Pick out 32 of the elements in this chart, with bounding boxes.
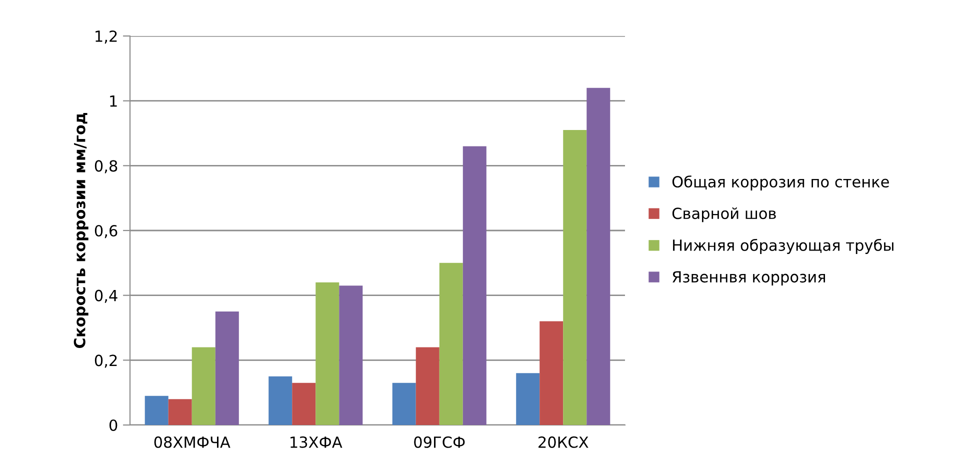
bar [563,130,587,425]
legend-label: Язвеннвя коррозия [672,271,825,286]
bar [540,321,564,425]
y-axis-title: Скорость коррозии мм/год [74,113,88,348]
x-tick-label: 08ХМФЧА [154,436,230,448]
bar [316,282,340,425]
bar [215,312,239,425]
bar [439,262,463,425]
bar [192,347,216,425]
y-tick-label: 0 [109,419,118,432]
bar [292,382,316,425]
bar [586,88,610,425]
legend-label: Нижняя образующая трубы [673,238,894,254]
y-tick-label: 0,8 [94,160,118,174]
y-tick-label: 0,2 [94,354,117,368]
x-tick-label: 13ХФА [290,436,342,448]
legend-label: Сварной шов [672,207,776,222]
bar [516,373,540,425]
bar [416,347,440,425]
bar [462,146,486,425]
bar [144,396,168,425]
bar [339,286,363,425]
y-tick-label: 1,2 [96,30,117,44]
bar [392,382,416,425]
bar [168,399,192,425]
y-tick-label: 0,4 [94,290,118,303]
x-tick-label: 09ГСФ [414,436,465,448]
x-tick-label: 20КСХ [538,436,588,448]
y-tick-label: 0,6 [94,224,118,238]
y-tick-label: 1 [110,96,117,107]
bar [268,376,292,425]
legend-label: Общая коррозия по стенке [672,175,889,191]
